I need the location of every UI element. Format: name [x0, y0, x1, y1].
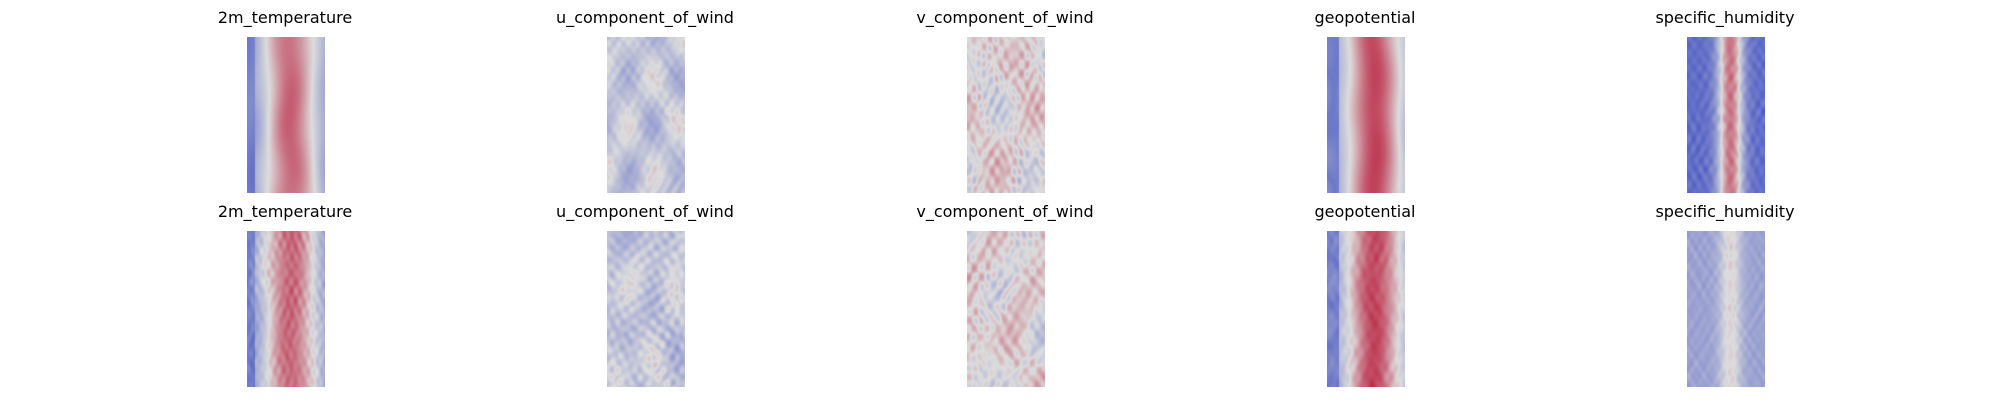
- heatmap-2m-temperature: [247, 231, 325, 387]
- heatmap-u-component-of-wind: [607, 231, 685, 387]
- panel-title: v_component_of_wind: [916, 202, 1094, 221]
- panel-title: geopotential: [1314, 8, 1416, 27]
- panel-title: specific_humidity: [1655, 8, 1795, 27]
- panel-title: 2m_temperature: [217, 8, 353, 27]
- panel-title: specific_humidity: [1655, 202, 1795, 221]
- heatmap-v-component-of-wind: [967, 231, 1045, 387]
- panel-title: geopotential: [1314, 202, 1416, 221]
- heatmap-specific-humidity: [1687, 231, 1765, 387]
- panel-title: v_component_of_wind: [916, 8, 1094, 27]
- heatmap-v-component-of-wind: [967, 37, 1045, 193]
- panel-title: u_component_of_wind: [556, 8, 734, 27]
- heatmap-u-component-of-wind: [607, 37, 685, 193]
- panel-title: 2m_temperature: [217, 202, 353, 221]
- panel-title: u_component_of_wind: [556, 202, 734, 221]
- heatmap-geopotential: [1327, 231, 1405, 387]
- heatmap-specific-humidity: [1687, 37, 1765, 193]
- heatmap-2m-temperature: [247, 37, 325, 193]
- heatmap-geopotential: [1327, 37, 1405, 193]
